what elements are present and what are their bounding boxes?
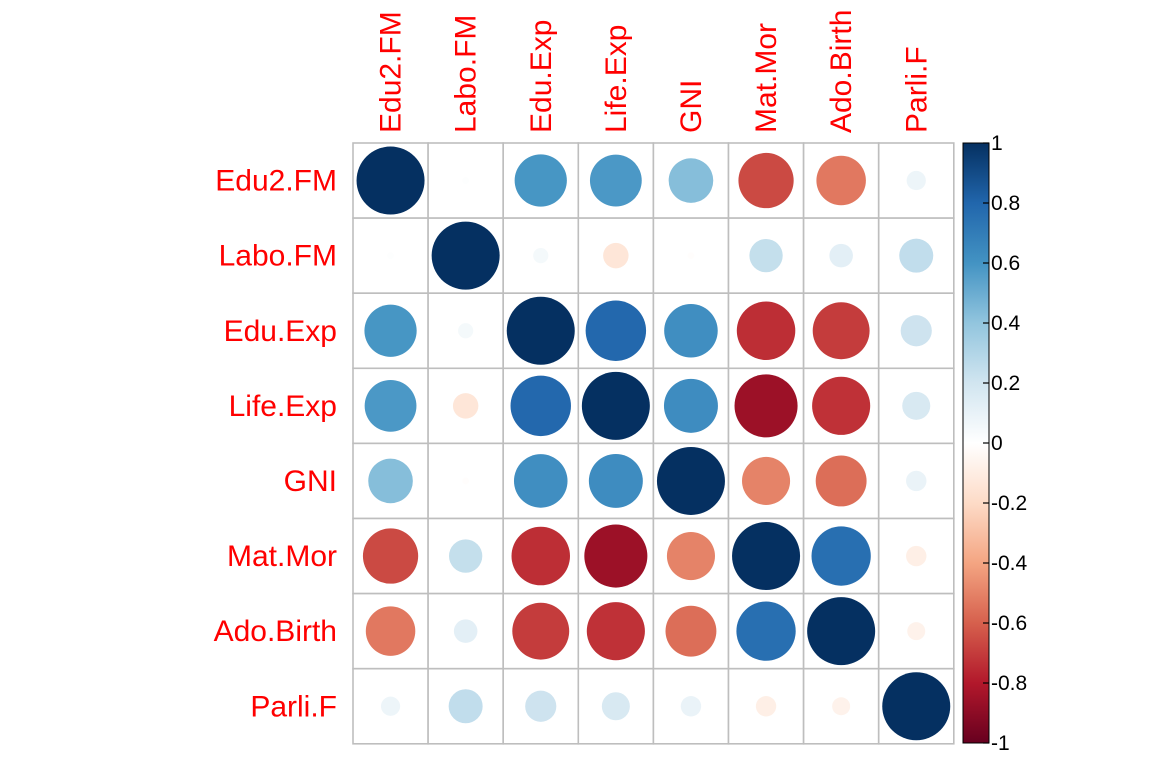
correlation-circle-Labo.FM-Life.Exp	[603, 242, 629, 269]
correlation-circle-GNI-Labo.FM	[462, 477, 470, 485]
correlation-circle-Mat.Mor-Life.Exp	[584, 524, 648, 588]
legend-tick-label: 0.4	[991, 312, 1021, 335]
correlation-circle-Edu.Exp-Mat.Mor	[736, 301, 796, 360]
correlation-circle-Life.Exp-Edu.Exp	[510, 375, 571, 437]
correlation-circle-Parli.F-Ado.Birth	[832, 697, 851, 716]
grid-cell	[727, 217, 805, 295]
legend-tick-label: -0.2	[991, 492, 1027, 515]
legend-tick-label: 1	[991, 132, 1003, 155]
correlation-circle-Edu2.FM-Edu.Exp	[514, 154, 567, 207]
column-labels: Edu2.FM Labo.FM Edu.Exp Life.Exp GNI Mat.Mor A…	[375, 10, 934, 133]
row-label: Parli.F	[250, 690, 337, 723]
correlation-circle-Mat.Mor-Edu.Exp	[511, 526, 570, 586]
correlation-circle-Life.Exp-GNI	[663, 378, 718, 433]
column-label: Mat.Mor	[750, 23, 783, 133]
correlation-circle-Mat.Mor-Labo.FM	[448, 539, 483, 573]
correlation-circle-Labo.FM-Ado.Birth	[829, 243, 853, 268]
correlation-circle-Ado.Birth-Life.Exp	[586, 602, 645, 661]
correlation-circle-Edu.Exp-Ado.Birth	[812, 302, 870, 360]
correlation-circle-Labo.FM-Mat.Mor	[749, 238, 783, 273]
column-label: Edu.Exp	[525, 20, 558, 133]
column-label: Labo.FM	[450, 15, 483, 133]
correlation-circle-Edu2.FM-Life.Exp	[589, 154, 642, 207]
row-label: Life.Exp	[229, 390, 337, 423]
correlation-circle-GNI-Edu.Exp	[513, 454, 568, 508]
correlation-circle-Mat.Mor-Ado.Birth	[811, 526, 871, 586]
legend-tick-label: -1	[991, 732, 1010, 755]
color-legend: 1 0.8 0.6 0.4 0.2 0 -0.2 -0.4 -0.6 -0.8 -1	[962, 132, 1028, 755]
correlation-circle-Edu2.FM-Mat.Mor	[738, 152, 794, 209]
correlation-circle-Ado.Birth-Parli.F	[907, 622, 926, 641]
column-label: Parli.F	[900, 46, 933, 133]
correlation-circle-Ado.Birth-Mat.Mor	[736, 601, 796, 661]
legend-tick-label: 0.2	[991, 372, 1020, 395]
row-label: Mat.Mor	[227, 540, 337, 573]
correlation-circle-Ado.Birth-Labo.FM	[453, 619, 478, 643]
correlation-circle-GNI-Life.Exp	[588, 453, 643, 508]
legend-tick-label: -0.8	[991, 672, 1027, 695]
correlation-circle-Labo.FM-Edu2.FM	[387, 252, 394, 260]
correlation-circle-Edu.Exp-GNI	[664, 303, 718, 358]
correlation-circle-Edu2.FM-GNI	[668, 158, 714, 203]
correlation-circle-Ado.Birth-Edu2.FM	[365, 606, 416, 656]
legend-tick-label: 0	[991, 432, 1003, 455]
correlation-circle-Mat.Mor-Parli.F	[906, 545, 927, 567]
correlation-circle-GNI-Mat.Mor	[742, 456, 791, 505]
correlation-circle-GNI-GNI	[656, 446, 725, 515]
correlation-circle-Parli.F-Edu.Exp	[525, 690, 557, 722]
correlation-circle-GNI-Edu2.FM	[368, 458, 413, 504]
correlation-circle-Edu.Exp-Life.Exp	[585, 300, 647, 361]
correlation-circle-Life.Exp-Life.Exp	[581, 371, 650, 440]
column-label: Edu2.FM	[375, 11, 408, 133]
correlation-circles	[356, 146, 951, 741]
row-label: Edu.Exp	[224, 315, 337, 348]
row-labels: Edu2.FM Labo.FM Edu.Exp Life.Exp GNI Mat.Mor A…	[214, 165, 337, 724]
correlation-circle-Labo.FM-Labo.FM	[431, 221, 500, 290]
legend-tick-label: 0.6	[991, 252, 1020, 275]
column-label: GNI	[675, 80, 708, 133]
correlation-circle-Mat.Mor-Mat.Mor	[732, 522, 801, 591]
correlation-circle-Edu2.FM-Labo.FM	[462, 177, 470, 184]
correlation-circle-Ado.Birth-Ado.Birth	[807, 597, 876, 666]
grid-cell	[877, 142, 955, 219]
correlation-circle-Life.Exp-Labo.FM	[452, 393, 479, 419]
correlation-circle-Edu.Exp-Labo.FM	[458, 323, 474, 339]
row-label: Labo.FM	[219, 240, 337, 273]
row-label: Ado.Birth	[214, 615, 337, 648]
correlation-circle-Edu.Exp-Edu2.FM	[364, 304, 417, 357]
legend-tick-label: 0.8	[991, 192, 1020, 215]
correlation-circle-Edu.Exp-Parli.F	[900, 315, 932, 347]
correlation-circle-Parli.F-Parli.F	[882, 672, 951, 741]
correlation-circle-Mat.Mor-GNI	[666, 532, 715, 581]
correlation-circle-Life.Exp-Ado.Birth	[812, 376, 871, 435]
correlation-circle-Edu2.FM-Parli.F	[906, 170, 926, 191]
correlation-circle-Mat.Mor-Edu2.FM	[362, 528, 419, 584]
row-label: Edu2.FM	[215, 165, 337, 198]
correlation-circle-Labo.FM-Parli.F	[899, 238, 934, 273]
correlation-circle-Parli.F-GNI	[680, 696, 702, 717]
correlation-circle-Parli.F-Life.Exp	[601, 692, 630, 721]
legend-tick-label: -0.4	[991, 552, 1028, 575]
correlation-circle-Edu2.FM-Ado.Birth	[816, 155, 866, 206]
correlation-circle-Labo.FM-Edu.Exp	[533, 248, 549, 264]
correlation-circle-Ado.Birth-GNI	[665, 605, 717, 657]
correlation-circle-Life.Exp-Mat.Mor	[734, 374, 798, 438]
row-label: GNI	[284, 465, 337, 498]
correlation-circle-GNI-Ado.Birth	[815, 455, 867, 507]
correlation-circle-Life.Exp-Parli.F	[902, 391, 931, 420]
column-label: Ado.Birth	[825, 10, 858, 133]
correlation-circle-Parli.F-Mat.Mor	[755, 696, 777, 717]
column-label: Life.Exp	[600, 25, 633, 133]
legend-tick-label: -0.6	[991, 612, 1027, 635]
correlation-circle-Edu.Exp-Edu.Exp	[506, 296, 575, 365]
correlation-circle-GNI-Parli.F	[906, 470, 927, 492]
correlation-circle-Labo.FM-GNI	[687, 252, 695, 260]
correlation-circle-Life.Exp-Edu2.FM	[364, 379, 417, 432]
correlation-circle-Parli.F-Edu2.FM	[380, 696, 401, 716]
correlation-circle-Ado.Birth-Edu.Exp	[512, 602, 570, 660]
correlation-circle-Parli.F-Labo.FM	[448, 689, 483, 724]
correlation-circle-Edu2.FM-Edu2.FM	[356, 146, 425, 215]
